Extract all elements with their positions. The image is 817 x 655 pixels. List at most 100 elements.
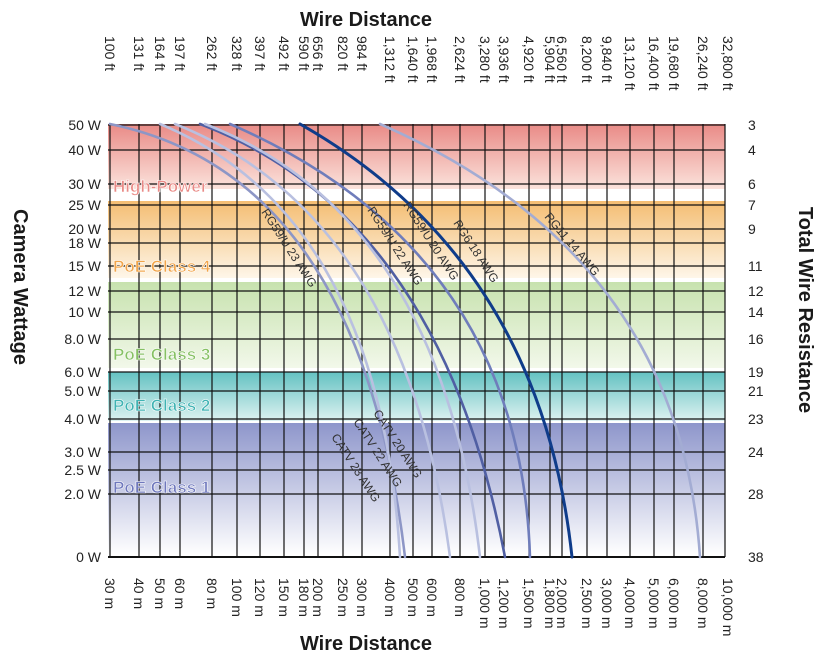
top-tick: 984 ft (354, 36, 370, 71)
left-tick: 8.0 W (64, 331, 101, 347)
bottom-tick: 600 m (424, 578, 440, 617)
band-class-2 (108, 372, 725, 421)
top-tick: 3,936 ft (496, 36, 512, 83)
top-tick: 1,968 ft (424, 36, 440, 83)
right-tick: 6 (748, 176, 756, 192)
right-tick: 9 (748, 221, 756, 237)
left-tick: 10 W (68, 304, 101, 320)
bottom-tick: 2,500 m (579, 578, 595, 629)
right-tick: 7 (748, 197, 756, 213)
left-tick: 15 W (68, 258, 101, 274)
left-axis-title: Camera Wattage (9, 209, 31, 365)
bottom-tick-labels: 30 m 40 m 50 m 60 m 80 m 100 m 120 m 150 m 180 m… (102, 578, 736, 636)
bottom-tick: 300 m (354, 578, 370, 617)
top-tick: 8,200 ft (579, 36, 595, 83)
top-tick: 328 ft (229, 36, 245, 71)
top-tick: 1,312 ft (382, 36, 398, 83)
left-tick: 2.0 W (64, 486, 101, 502)
right-tick: 38 (748, 549, 764, 565)
right-tick: 3 (748, 117, 756, 133)
curve-6 (173, 122, 452, 559)
bottom-tick: 2,000 m (554, 578, 570, 629)
bottom-tick: 1,000 m (477, 578, 493, 629)
top-tick: 100 ft (102, 36, 118, 71)
top-tick: 131 ft (131, 36, 147, 71)
bottom-tick: 50 m (152, 578, 168, 609)
curve-5 (158, 122, 402, 559)
top-tick: 6,560 ft (554, 36, 570, 83)
bottom-tick: 5,000 m (646, 578, 662, 629)
top-tick: 2,624 ft (452, 36, 468, 83)
right-tick: 21 (748, 383, 764, 399)
band-labels: High-Power PoE Class 4 PoE Class 3 PoE C… (113, 177, 211, 498)
top-tick: 397 ft (252, 36, 268, 71)
right-tick: 12 (748, 283, 764, 299)
left-tick: 18 W (68, 235, 101, 251)
bottom-tick: 400 m (382, 578, 398, 617)
right-tick: 28 (748, 486, 764, 502)
bottom-tick: 500 m (405, 578, 421, 617)
left-tick: 2.5 W (64, 462, 101, 478)
curve-2 (298, 122, 574, 559)
curve-7 (203, 122, 482, 559)
band-class-4 (108, 201, 725, 278)
top-tick: 164 ft (152, 36, 168, 71)
curve-3 (228, 122, 532, 559)
right-tick: 11 (748, 258, 763, 274)
band-class-1 (108, 423, 725, 555)
bottom-tick: 150 m (276, 578, 292, 617)
bottom-tick: 6,000 m (666, 578, 682, 629)
band-label-class-4: PoE Class 4 (113, 257, 211, 276)
top-tick: 26,240 ft (695, 36, 711, 91)
right-tick: 4 (748, 142, 756, 158)
top-tick: 16,400 ft (646, 36, 662, 91)
top-tick: 820 ft (335, 36, 351, 71)
left-tick: 40 W (68, 142, 101, 158)
band-label-class-3: PoE Class 3 (113, 345, 210, 364)
left-tick-labels: 50 W 40 W 30 W 25 W 20 W18 W 15 W 12 W 10 W 8.0 … (64, 117, 101, 565)
curve-1 (198, 122, 507, 559)
top-tick: 9,840 ft (599, 36, 615, 83)
top-tick: 4,920 ft (521, 36, 537, 83)
band-label-class-2: PoE Class 2 (113, 396, 210, 415)
top-tick: 656 ft (310, 36, 326, 71)
right-tick: 23 (748, 411, 764, 427)
right-tick: 19 (748, 364, 764, 380)
grid (108, 124, 726, 558)
top-tick-labels: 100 ft 131 ft 164 ft 197 ft 262 ft 328 ft 397 … (102, 36, 736, 91)
right-tick: 14 (748, 304, 764, 320)
top-tick: 3,280 ft (477, 36, 493, 83)
right-tick: 24 (748, 444, 764, 460)
left-tick: 5.0 W (64, 383, 101, 399)
bottom-tick: 1,500 m (521, 578, 537, 629)
right-tick: 16 (748, 331, 764, 347)
top-tick: 5,904 ft (542, 36, 558, 83)
left-tick: 0 W (76, 549, 102, 565)
left-tick: 30 W (68, 176, 101, 192)
left-tick: 25 W (68, 197, 101, 213)
band-label-class-1: PoE Class 1 (113, 478, 210, 497)
bottom-tick: 60 m (172, 578, 188, 609)
right-tick-labels: 3 4 6 7 9 11 12 14 16 19 21 23 24 28 38 (748, 117, 764, 565)
bottom-tick: 800 m (452, 578, 468, 617)
top-tick: 32,800 ft (720, 36, 736, 91)
top-tick: 492 ft (276, 36, 292, 71)
band-label-high-power: High-Power (113, 177, 208, 196)
bottom-tick: 30 m (102, 578, 118, 609)
left-tick: 20 W (68, 221, 101, 237)
curve-4 (378, 122, 702, 559)
bottom-tick: 1,200 m (496, 578, 512, 629)
bottom-tick: 120 m (252, 578, 268, 617)
top-tick: 197 ft (172, 36, 188, 71)
top-tick: 262 ft (204, 36, 220, 71)
left-tick: 3.0 W (64, 444, 101, 460)
band-high-power (108, 124, 725, 189)
curves (108, 122, 702, 559)
left-tick: 50 W (68, 117, 101, 133)
top-tick: 13,120 ft (622, 36, 638, 91)
left-tick: 6.0 W (64, 364, 101, 380)
right-axis-title: Total Wire Resistance (794, 207, 816, 413)
bottom-tick: 10,000 m (720, 578, 736, 636)
left-tick: 12 W (68, 283, 101, 299)
